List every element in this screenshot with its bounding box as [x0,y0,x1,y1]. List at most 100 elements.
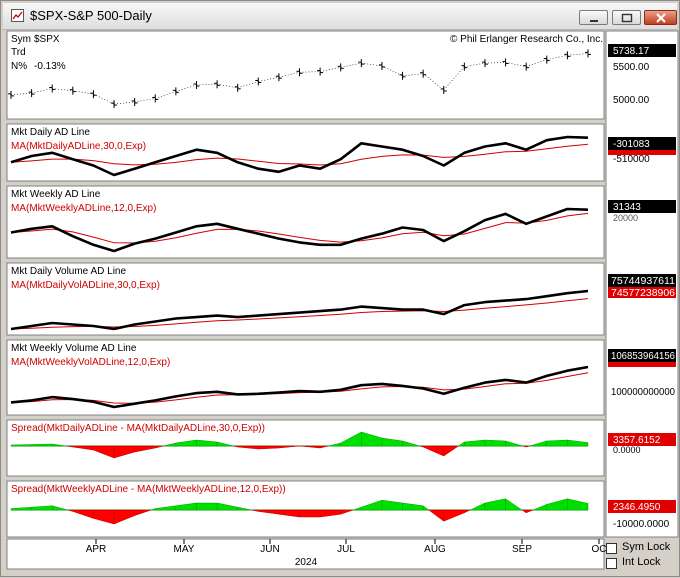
panel-5-negative-area [278,445,300,449]
panel-6-negative-area [525,509,534,514]
price-last-value-box [608,44,676,57]
panel-4-ma-line [10,372,589,404]
close-icon [656,13,666,23]
year-label: 2024 [295,557,318,568]
price-bar [111,100,135,109]
panel-1-series [10,135,589,177]
panel-bg-2 [6,185,605,259]
price-bar [49,84,73,93]
price-panel-bg [6,30,605,120]
copyright-note: © Phil Erlanger Research Co., Inc. [450,34,603,45]
price-bar [440,66,465,94]
panel-4-last-value: 106853964156 [611,351,675,362]
chart-area[interactable]: Sym $SPX Trd N% -0.13% © Phil Erlanger R… [1,29,680,578]
panel-5-positive-area [31,443,53,447]
panel-5-last-value: 3357.6152 [613,435,661,446]
month-label: APR [86,544,107,555]
chart-window-icon [11,9,24,22]
panel-6-ytick: -10000.0000 [613,519,670,530]
sym-lock-label: Sym Lock [622,541,671,553]
sym-label: Sym [11,34,31,45]
panel-6-positive-area [505,498,523,511]
panel-1-indicator-line [10,135,589,177]
price-ytick-1: 5500.00 [613,62,650,73]
title-bar[interactable]: $SPX-S&P 500-Daily [3,3,677,30]
price-bar [585,49,591,58]
panel-4-title: Mkt Weekly Volume AD Line [11,343,137,354]
month-label: JUL [337,544,355,555]
maximize-icon [621,13,633,23]
panel-3-indicator-line [10,289,589,331]
panel-3-ma-value: 74577238906 [611,288,675,299]
panel-6-last-value: 2346.4950 [613,502,661,513]
panel-1-ytick: -510000 [613,154,650,165]
panel-5-spread-area [10,431,589,459]
price-bar [399,71,424,80]
price-bar [131,97,156,106]
panel-6-positive-area [196,502,218,511]
price-bar [90,90,115,105]
panel-6-positive-area [422,505,430,511]
panel-5-title: Spread(MktDailyADLine - MA(MktDailyADLin… [11,423,265,434]
panel-5-positive-area [51,443,66,447]
panel-5-ytick: 0.0000 [613,445,641,455]
price-bar [358,59,382,68]
panel-2-ma-label: MA(MktWeeklyADLine,12,0,Exp) [11,203,156,214]
panel-6-negative-area [134,509,152,516]
price-bar [214,80,238,89]
panel-6-positive-area [567,498,589,511]
panel-4-ma-label: MA(MktWeeklyVolADLine,12,0,Exp) [11,357,170,368]
panel-2-last-value: 31343 [613,202,641,213]
panel-5-positive-area [567,439,589,447]
panel-bg-1 [6,123,605,182]
price-bar [337,62,362,72]
panel-4-ytick: 100000000000 [611,387,675,398]
panel-5-last-box [608,433,676,446]
close-button[interactable] [644,10,677,25]
price-bar [461,62,486,71]
month-label: OC [592,544,607,555]
panel-2-series [10,207,589,253]
panel-1-ma-line [10,143,589,166]
panel-6-negative-area [464,509,471,514]
price-bar [481,59,506,68]
minimize-button[interactable] [579,10,608,25]
panel-2-title: Mkt Weekly AD Line [11,189,101,200]
price-bar [193,81,218,89]
n-pct-value: -0.13% [34,61,66,72]
month-label: SEP [512,544,532,555]
panel-bg-3 [6,262,605,336]
maximize-button[interactable] [612,10,641,25]
price-bar [296,68,321,77]
panel-1-title: Mkt Daily AD Line [11,127,90,138]
time-axis-bg [6,538,605,570]
time-axis: APR MAY JUN JUL AUG SEP OC [86,539,607,555]
panel-5-positive-area [402,440,420,447]
panel-4-series [10,365,589,409]
panel-5-positive-area [216,441,234,447]
int-lock-checkbox[interactable] [606,558,617,569]
price-bar [275,72,300,82]
price-bar [420,69,444,91]
price-bar [234,81,259,92]
panel-3-ma-label: MA(MktDailyVolADLine,30,0,Exp) [11,280,160,291]
panel-6-negative-area [340,509,354,515]
panel-2-last-box [608,200,676,213]
price-bar [152,91,176,103]
price-bar [317,67,341,76]
lock-controls: Sym Lock Int Lock [606,541,678,575]
panel-6-last-box [608,500,676,513]
price-bar [543,55,568,64]
panel-5-positive-area [10,444,32,447]
window-title: $SPX-S&P 500-Daily [30,8,152,23]
panel-4-indicator-line [10,365,589,409]
panel-5-positive-area [546,439,568,447]
panel-3-last-value: 75744937611 [611,276,675,287]
sym-lock-checkbox[interactable] [606,543,617,554]
n-pct-label: N% [11,61,27,72]
panel-5-negative-area [319,445,329,449]
panel-5-negative-area [525,445,530,448]
panel-6-spread-area [10,498,589,525]
panel-6-title: Spread(MktWeeklyADLine - MA(MktWeeklyADL… [11,484,286,495]
